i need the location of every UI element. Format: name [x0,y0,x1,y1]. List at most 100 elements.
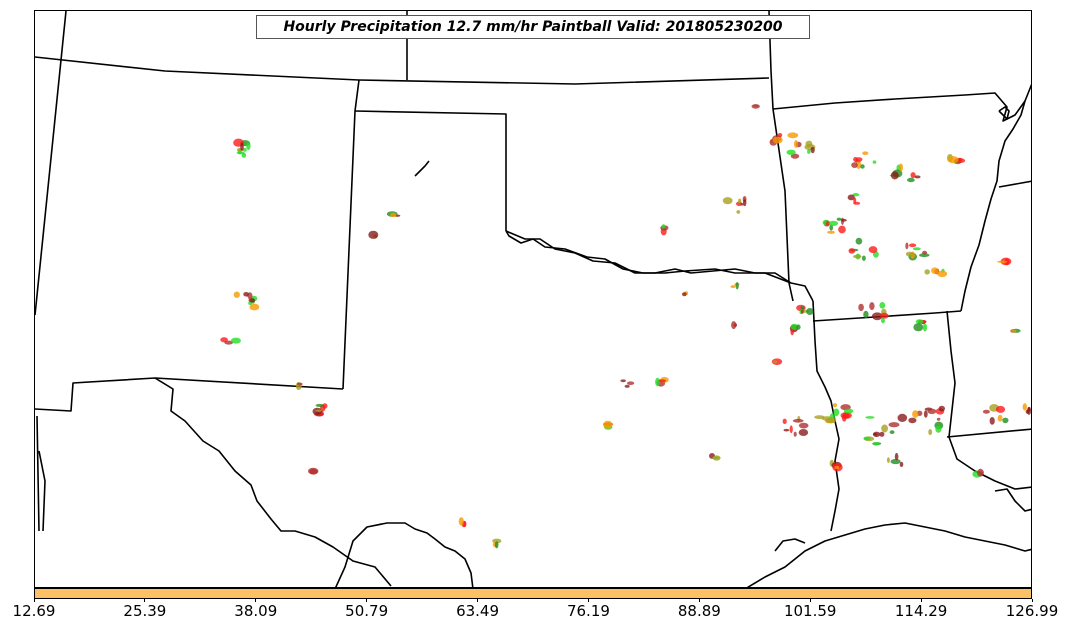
precip-paintball-blob [790,323,799,330]
precip-paintball-blob [853,157,858,162]
state-boundary-la-ms [946,310,1031,490]
precip-paintball-blob [847,194,855,201]
precip-paintball-blob [800,309,804,314]
precip-paintball-blob [838,225,846,234]
precip-paintball-blob [242,148,247,152]
precip-paintball-blob [897,413,908,422]
precip-paintball-blob [863,436,871,441]
colorbar-tick-mark [144,599,146,602]
precip-paintball-blob [881,424,888,433]
precip-paintball-blob [798,429,809,436]
colorbar-tick-label: 12.69 [12,602,56,620]
state-boundary-tx-rio-grande [335,522,474,587]
precip-paintball-blob [880,312,889,319]
precip-paintball-blob [923,410,928,418]
precip-paintball-blob [793,431,797,437]
map-title: Hourly Precipitation 12.7 mm/hr Paintbal… [256,15,810,39]
precip-paintball-blob [792,418,804,423]
precip-paintball-blob [810,146,815,154]
precip-paintball-blob [924,269,930,275]
precip-paintball-blob [240,142,244,151]
precip-paintball-blob [947,156,959,164]
state-boundary-ks-north [358,77,770,85]
precip-paintball-blob [862,255,866,261]
colorbar-tick-mark [920,599,922,602]
precip-paintball-blob [872,160,877,164]
precip-paintball-blob [871,312,883,321]
state-boundary-tx-west [154,377,392,587]
precip-paintball-blob [296,382,303,386]
precip-paintball-blob [828,220,839,226]
precip-paintball-blob [783,428,790,432]
state-boundary-wy-co [35,11,67,316]
precip-paintball-blob [914,175,921,179]
precip-paintball-blob [241,152,247,158]
precip-paintball-blob [735,282,739,290]
precip-paintball-blob [912,247,921,251]
precip-paintball-blob [1011,329,1017,333]
precip-paintball-blob [936,417,941,421]
colorbar-tick-mark [587,599,589,602]
colorbar-tick-label: 126.99 [1005,602,1059,620]
state-boundary-co-ks-south [354,110,507,231]
state-boundary-ar-mo [772,83,1031,122]
precip-paintball-blob [977,468,984,477]
precip-paintball-blob [712,455,721,461]
precip-paintball-blob [853,197,857,204]
precip-paintball-blob [899,461,904,467]
precip-paintball-blob [890,458,901,465]
precip-paintball-blob [368,230,379,239]
precip-paintball-blob [873,433,878,436]
precip-paintball-blob [825,417,837,424]
precip-paintball-blob [798,422,809,429]
precip-paintball-blob [905,251,914,257]
precip-paintball-blob [832,403,838,408]
colorbar [34,588,1032,599]
lake-outline [414,160,430,177]
map-panel [34,10,1032,588]
precip-paintball-blob [894,452,899,461]
precip-paintball-blob [852,193,860,197]
precip-paintball-blob [315,403,324,407]
state-boundary-ok-panhandle [505,230,792,284]
precip-paintball-blob [872,442,880,446]
precip-paintball-blob [889,430,895,435]
precip-paintball-blob [869,302,875,311]
precip-paintball-blob [912,410,919,418]
precip-paintball-blob [913,323,924,332]
precip-paintball-blob [840,412,850,419]
precip-paintball-blob [997,260,1008,263]
precip-paintball-blob [782,418,787,424]
precip-paintball-blob [858,303,864,312]
precip-paintball-blob [865,416,875,419]
precip-paintball-blob [794,140,798,148]
state-boundary-ar-la [812,310,962,322]
state-boundary-ok-tx-red-river [505,230,814,302]
colorbar-tick-mark [1031,599,1033,602]
precip-paintball-blob [786,149,796,155]
precip-paintball-blob [790,327,794,336]
precip-paintball-blob [855,161,862,169]
precip-paintball-blob [787,132,799,139]
precip-paintball-blob [841,218,847,222]
precip-paintball-blob [789,425,793,434]
precip-paintball-blob [463,520,467,528]
precip-paintball-blob [1022,403,1027,411]
colorbar-tick-mark [477,599,479,602]
precip-paintball-blob [890,171,899,180]
precip-paintball-blob [738,198,742,204]
precip-paintball-blob [922,323,928,332]
colorbar-tick-mark [809,599,811,602]
precip-paintball-blob [807,149,811,154]
state-boundary-co-north-edge [35,56,360,81]
precip-paintball-blob [881,318,885,324]
precip-paintball-blob [868,246,878,254]
precip-paintball-blob [790,153,800,159]
precip-paintball-blob [731,321,737,330]
colorbar-tick-label: 76.19 [566,602,610,620]
precip-paintball-blob [796,324,801,330]
state-boundary-az-nm [36,415,40,532]
precip-paintball-blob [862,151,869,155]
precip-paintball-blob [390,212,397,217]
precip-paintball-blob [935,425,942,433]
